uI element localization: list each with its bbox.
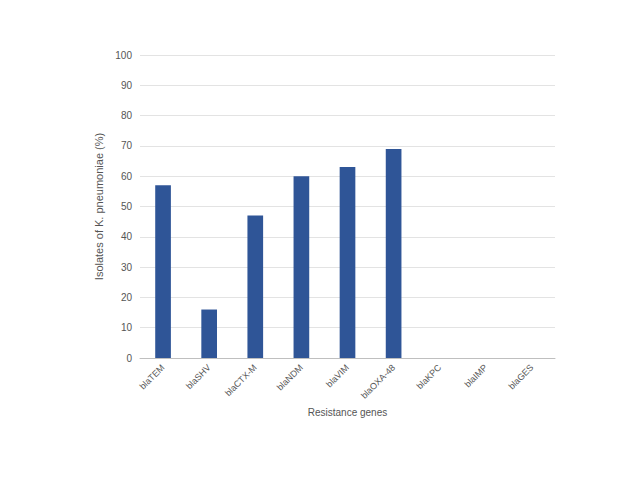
svg-text:50: 50 bbox=[121, 201, 133, 212]
svg-text:20: 20 bbox=[121, 292, 133, 303]
svg-text:10: 10 bbox=[121, 322, 133, 333]
svg-text:blaKPC: blaKPC bbox=[415, 362, 444, 391]
svg-text:Isolates of K. pneumoniae (%): Isolates of K. pneumoniae (%) bbox=[93, 133, 105, 280]
svg-text:blaGES: blaGES bbox=[507, 362, 536, 391]
svg-text:40: 40 bbox=[121, 231, 133, 242]
svg-text:0: 0 bbox=[126, 353, 132, 364]
svg-text:blaVIM: blaVIM bbox=[324, 362, 351, 389]
svg-text:90: 90 bbox=[121, 80, 133, 91]
svg-text:70: 70 bbox=[121, 140, 133, 151]
svg-text:Resistance genes: Resistance genes bbox=[308, 407, 388, 418]
svg-text:80: 80 bbox=[121, 110, 133, 121]
svg-text:100: 100 bbox=[115, 50, 132, 61]
svg-text:30: 30 bbox=[121, 262, 133, 273]
svg-text:blaTEM: blaTEM bbox=[138, 362, 167, 391]
svg-text:blaIMP: blaIMP bbox=[463, 362, 490, 389]
svg-text:blaCTX-M: blaCTX-M bbox=[223, 362, 259, 398]
svg-text:60: 60 bbox=[121, 171, 133, 182]
svg-text:blaSHV: blaSHV bbox=[184, 362, 213, 391]
svg-text:blaOXA-48: blaOXA-48 bbox=[359, 362, 397, 400]
svg-text:blaNDM: blaNDM bbox=[275, 362, 305, 392]
